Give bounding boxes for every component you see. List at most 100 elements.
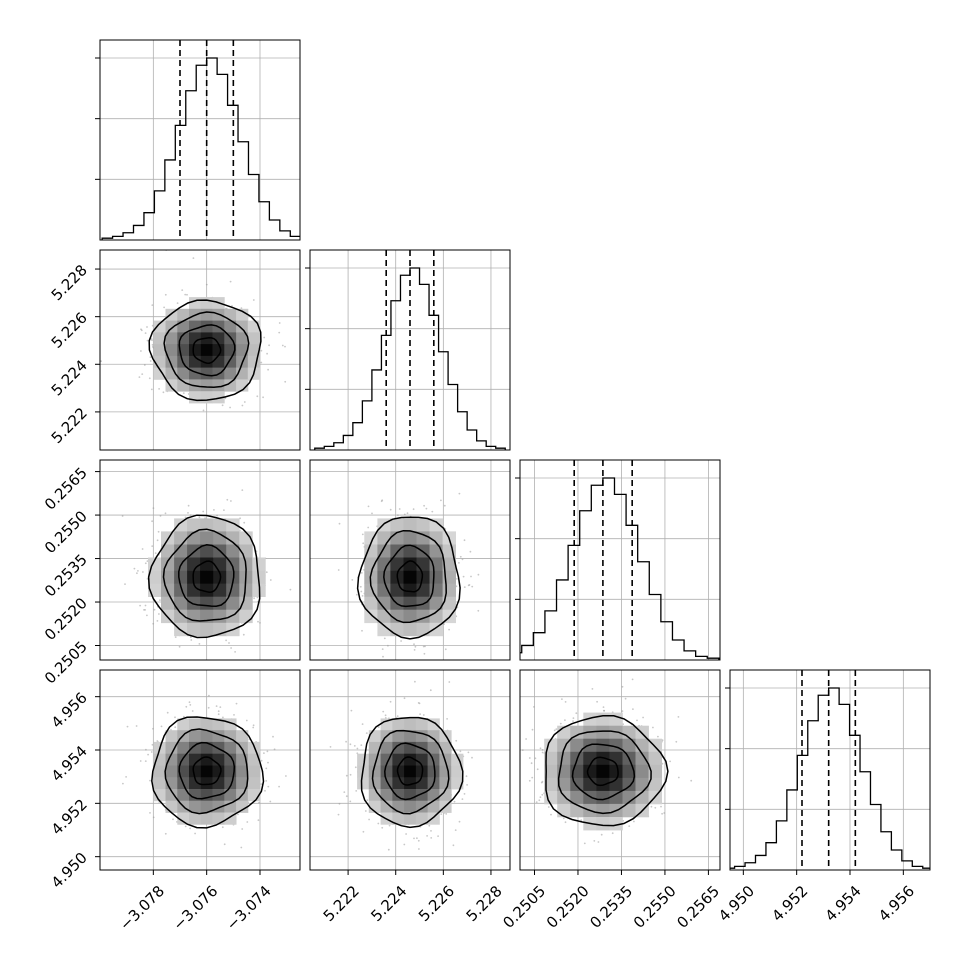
sample-point [260,349,263,352]
sample-point [459,555,462,558]
sample-point [126,725,129,728]
density-cell [189,800,202,813]
sample-point [466,784,468,786]
density-cell [174,518,188,532]
sample-point [133,567,136,570]
density-cell [247,777,260,790]
sample-point [146,339,149,342]
sample-point [445,813,448,815]
sample-point [176,302,179,304]
sample-point [217,710,220,713]
sample-point [281,344,284,347]
density-cell [212,344,225,357]
y-tick-label: 0.2565 [41,464,91,514]
density-cell [226,544,240,558]
sample-point [260,759,263,762]
sample-point [580,819,583,822]
sample-point [561,698,563,700]
sample-point [189,514,192,517]
sample-point [191,710,194,712]
density-cell [557,803,571,818]
density-cell [377,609,391,624]
panel-frame [99,669,301,871]
sample-point [245,719,248,722]
sample-point [572,720,574,722]
density-cell [200,800,213,813]
contour-panel-2-1 [309,459,511,661]
contour-panel-1-0 [95,249,301,451]
density-cell [596,817,610,831]
sample-point [240,846,243,849]
density-cell [189,753,202,766]
sample-point [553,729,556,732]
sample-point [225,639,228,642]
sample-point [428,824,431,827]
density-cell [368,789,381,802]
sample-point [367,526,370,529]
sample-point [268,344,270,347]
sample-point [458,820,461,823]
sample-point [531,728,534,731]
sample-point [152,816,155,819]
sample-point [144,609,147,611]
sample-point [462,575,465,578]
sample-point [596,700,598,703]
density-cell [648,738,662,753]
density-cell [165,332,178,345]
sample-point [329,746,332,748]
density-cell [177,753,190,766]
sample-point [631,678,634,681]
x-tick-label: 0.2535 [586,882,636,932]
sample-point [257,620,259,623]
sample-point [540,781,543,784]
sample-point [632,708,634,710]
density-cell [212,391,225,404]
sample-point [141,548,144,550]
sample-point [289,588,292,591]
density-cell [247,355,260,369]
sample-point [360,590,363,593]
contour-0.5sigma [396,560,424,593]
sample-point [413,649,416,651]
sample-point [550,813,552,816]
sample-point [146,560,149,562]
sample-point [187,512,189,514]
sample-point [400,640,402,642]
density-cell [403,596,417,611]
density-cell [415,777,429,790]
density-cell [392,765,405,778]
density-cell [177,308,190,321]
density-cell [377,622,391,637]
sample-point [124,583,126,585]
sample-point [455,739,458,742]
sample-point [151,339,153,342]
sample-point [140,350,142,352]
histogram-panel-2 [515,459,721,661]
sample-point [151,344,154,346]
density-cell [200,391,213,404]
density-cell [635,738,649,753]
sample-point [539,796,542,799]
sample-point [338,802,341,805]
sample-point [149,812,151,814]
density-cell [177,332,190,345]
sample-point [471,756,473,759]
density-cell [648,777,662,792]
sample-point [141,373,144,375]
density-cell [200,570,214,584]
sample-point [591,688,594,690]
sample-point [642,716,644,719]
density-cell [403,544,417,558]
density-cell [200,344,213,357]
sample-point [153,608,156,611]
sample-point [208,694,210,697]
contour-1.5sigma [369,529,447,624]
density-cell [596,725,610,740]
sample-point [356,747,359,750]
sample-point [256,395,259,398]
sample-point [541,793,544,796]
sample-point [137,570,139,572]
sample-point [677,716,680,718]
density-cell [236,800,249,813]
sample-point [633,820,635,823]
